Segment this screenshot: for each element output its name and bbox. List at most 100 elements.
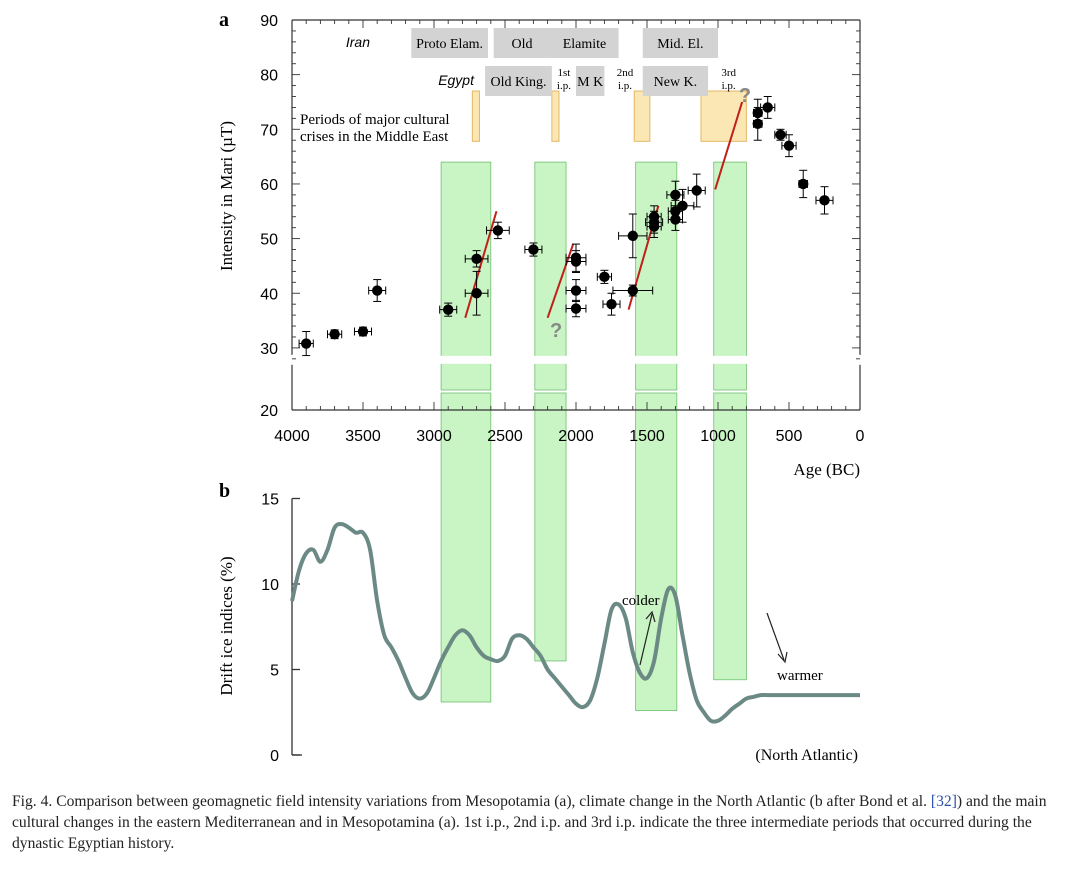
data-point <box>471 253 482 265</box>
y-tick-label: 30 <box>260 341 278 358</box>
y-tick-label: 70 <box>260 122 278 139</box>
egypt-period-label: Old King. <box>490 75 546 90</box>
panel-a-label: a <box>219 9 229 31</box>
warmer-arrowhead <box>777 651 788 664</box>
data-point <box>677 200 688 212</box>
north-atlantic-note: (North Atlantic) <box>755 747 858 764</box>
data-point <box>775 129 786 140</box>
x-tick-label: 1000 <box>700 428 736 445</box>
panel-b-y-tick-label: 10 <box>261 577 279 594</box>
green-band-lower <box>713 392 747 681</box>
iran-period-label: Mid. El. <box>657 37 703 52</box>
iran-period-box <box>493 28 551 58</box>
egypt-period-box <box>642 66 709 96</box>
data-point <box>606 298 617 310</box>
crisis-period <box>551 90 560 142</box>
data-point <box>648 211 660 222</box>
green-band-upper <box>635 161 678 391</box>
x-tick-label: 2000 <box>558 428 594 445</box>
green-band-lower <box>440 392 492 703</box>
caption-text-2: ) and the main cultural changes in the e… <box>12 793 1047 852</box>
figure-canvas: Proto Elam. Old Elamite Mid. El. Old King. 1s… <box>217 9 865 765</box>
x-tick-label: 500 <box>776 428 803 445</box>
egypt-interperiod-label: i.p. <box>618 80 632 92</box>
crisis-period <box>700 90 747 142</box>
data-point <box>528 244 539 255</box>
trend-line-group: ?? <box>464 85 751 342</box>
data-point <box>627 230 638 242</box>
panel-b-y-tick-label: 15 <box>261 492 279 509</box>
x-tick-label: 0 <box>856 428 865 445</box>
data-point <box>301 338 312 349</box>
egypt-interperiod-label: i.p. <box>722 80 736 92</box>
x-tick-label: 1500 <box>629 428 665 445</box>
y-tick-label: 60 <box>260 177 278 194</box>
crisis-label-line1: Periods of major cultural <box>300 112 450 128</box>
egypt-row-label: Egypt <box>438 72 475 88</box>
panel-b-axes: 0 5 10 15 <box>261 492 302 765</box>
crisis-period <box>633 90 651 142</box>
panel-b-y-tick-label: 0 <box>270 748 279 765</box>
data-point <box>627 285 638 296</box>
iran-row-label: Iran <box>346 34 370 50</box>
y-axis-label-b: Drift ice indices (%) <box>217 556 236 695</box>
egypt-period-label: M K <box>577 75 603 90</box>
green-band-upper <box>534 161 567 391</box>
green-band-upper <box>440 161 492 391</box>
data-point <box>570 303 582 314</box>
iran-period-box <box>411 28 488 58</box>
y-tick-label: 40 <box>260 286 278 303</box>
y-tick-label: 90 <box>260 13 278 30</box>
drift-ice-curve-group <box>290 522 860 724</box>
period-row-group: Proto Elam. Old Elamite Mid. El. Old King. 1s… <box>411 28 736 96</box>
trend-line <box>546 243 575 319</box>
data-point <box>762 102 773 113</box>
green-band-lower <box>534 392 567 662</box>
x-axis-label-a: Age (BC) <box>793 460 860 479</box>
green-band-group <box>440 161 747 711</box>
caption-text-1: Fig. 4. Comparison between geomagnetic f… <box>12 793 928 810</box>
data-point <box>372 285 383 296</box>
crisis-label-line2: crises in the Middle East <box>300 129 449 145</box>
colder-arrowhead <box>645 610 656 623</box>
colder-arrow <box>639 613 653 666</box>
iran-period-label: Elamite <box>563 37 607 52</box>
egypt-interperiod-label: 1st <box>558 67 571 79</box>
data-point <box>357 326 369 337</box>
x-tick-label: 4000 <box>274 428 310 445</box>
figure-caption: Fig. 4. Comparison between geomagnetic f… <box>12 791 1074 854</box>
data-point <box>752 107 763 119</box>
egypt-interperiod-label: i.p. <box>557 80 571 92</box>
y-axis-label-a: Intensity in Mari (µT) <box>217 121 236 271</box>
iran-period-label: Old <box>512 37 533 52</box>
x-tick-label: 2500 <box>487 428 523 445</box>
egypt-period-box <box>485 66 552 96</box>
colder-annotation: colder <box>622 593 659 609</box>
data-point <box>329 329 340 340</box>
axis-break-gap <box>289 355 863 364</box>
data-point <box>670 189 681 201</box>
egypt-period-box <box>576 66 605 96</box>
data-point <box>599 271 610 283</box>
data-point <box>570 285 582 296</box>
data-point <box>783 140 795 151</box>
data-point-group <box>298 96 834 357</box>
y-tick-label: 50 <box>260 232 278 249</box>
data-point <box>691 185 702 196</box>
green-band-upper <box>713 161 747 391</box>
data-point <box>819 195 830 206</box>
iran-period-box <box>550 28 619 58</box>
x-tick-label: 3000 <box>416 428 452 445</box>
panel-b-y-tick-label: 5 <box>270 663 279 680</box>
panel-b-label: b <box>219 480 230 502</box>
warmer-annotation: warmer <box>777 668 823 684</box>
egypt-interperiod-label: 3rd <box>721 67 736 79</box>
data-point <box>471 288 482 299</box>
drift-ice-curve <box>290 522 860 724</box>
data-point <box>798 178 809 190</box>
x-tick-label: 3500 <box>345 428 381 445</box>
data-point <box>492 225 504 236</box>
trend-line <box>464 210 498 319</box>
y-tick-label: 20 <box>260 403 278 420</box>
caption-reference-link[interactable]: [32] <box>930 793 957 810</box>
